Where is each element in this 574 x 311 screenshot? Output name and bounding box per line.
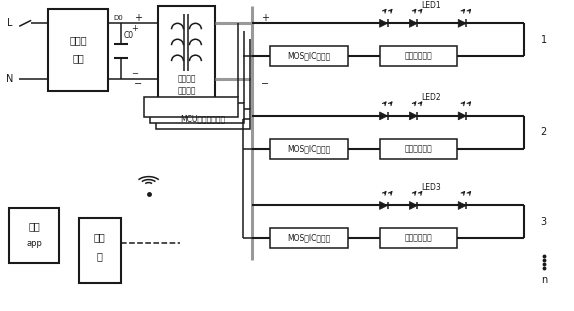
Polygon shape: [458, 202, 466, 210]
Polygon shape: [379, 202, 387, 210]
Text: 器: 器: [97, 251, 103, 261]
Text: −: −: [261, 79, 269, 89]
Bar: [270, 46, 348, 66]
Text: 遥控: 遥控: [94, 232, 106, 242]
Bar: [270, 228, 348, 248]
Bar: [379, 139, 457, 159]
Text: 二极管: 二极管: [69, 35, 87, 45]
Text: 3: 3: [541, 217, 547, 227]
Text: N: N: [6, 74, 13, 84]
Text: LED2: LED2: [421, 94, 441, 103]
Bar: [270, 139, 348, 159]
Text: 恒压电路: 恒压电路: [177, 86, 196, 95]
Text: +: +: [134, 13, 142, 23]
Polygon shape: [458, 19, 466, 27]
Bar: [156, 109, 250, 129]
Bar: [158, 7, 215, 101]
Text: LED1: LED1: [421, 1, 441, 10]
Text: 整流: 整流: [72, 53, 84, 63]
Text: 电阻分压限流: 电阻分压限流: [405, 144, 432, 153]
Text: 手机: 手机: [28, 221, 40, 231]
Bar: [379, 46, 457, 66]
Text: n: n: [541, 275, 547, 285]
Polygon shape: [409, 202, 417, 210]
Polygon shape: [409, 112, 417, 120]
Text: 1: 1: [541, 35, 547, 45]
Text: +: +: [261, 13, 269, 23]
Bar: [48, 9, 108, 91]
Text: L: L: [6, 18, 12, 28]
Text: app: app: [26, 239, 42, 248]
Text: C0: C0: [123, 31, 134, 40]
Text: D0: D0: [114, 15, 123, 21]
Text: MOS、IC等开关: MOS、IC等开关: [287, 234, 331, 243]
Bar: [79, 218, 121, 283]
Bar: [379, 228, 457, 248]
Text: MCU控制、接收器: MCU控制、接收器: [180, 114, 226, 123]
Polygon shape: [409, 19, 417, 27]
Bar: [150, 103, 244, 123]
Text: LED3: LED3: [421, 183, 441, 192]
Text: −: −: [134, 79, 142, 89]
Polygon shape: [379, 19, 387, 27]
Text: 电阻分压限流: 电阻分压限流: [405, 234, 432, 243]
Polygon shape: [379, 112, 387, 120]
Bar: [144, 97, 238, 117]
Text: −: −: [131, 70, 138, 79]
Text: +: +: [131, 24, 138, 33]
Text: 电阻分压限流: 电阻分压限流: [405, 52, 432, 61]
Polygon shape: [458, 112, 466, 120]
Text: 隔离降压: 隔离降压: [177, 75, 196, 84]
Text: MOS、IC等开关: MOS、IC等开关: [287, 52, 331, 61]
Text: 2: 2: [541, 127, 547, 137]
Bar: [9, 208, 59, 263]
Text: MOS、IC等开关: MOS、IC等开关: [287, 144, 331, 153]
